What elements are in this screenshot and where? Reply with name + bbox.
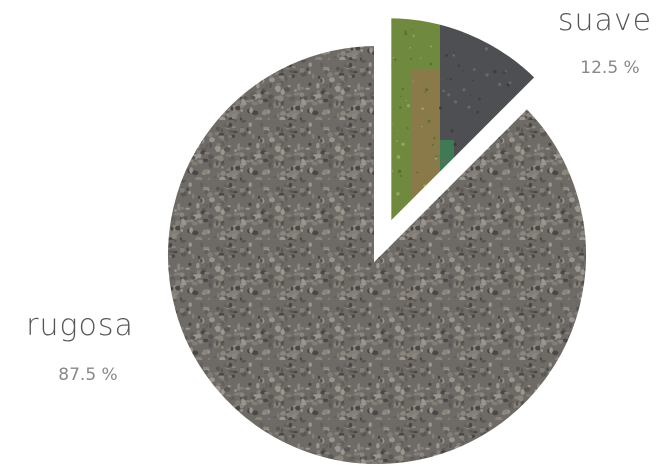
category-label: rugosa [26, 308, 134, 343]
pie-slice [162, 39, 592, 470]
pie-slice [385, 12, 543, 235]
category-label: suave [558, 3, 652, 38]
percent-label: 87.5 % [58, 365, 117, 385]
pie [162, 12, 592, 470]
labels: suave 12.5 % rugosa 87.5 % [26, 3, 652, 385]
percent-label: 12.5 % [580, 58, 639, 78]
